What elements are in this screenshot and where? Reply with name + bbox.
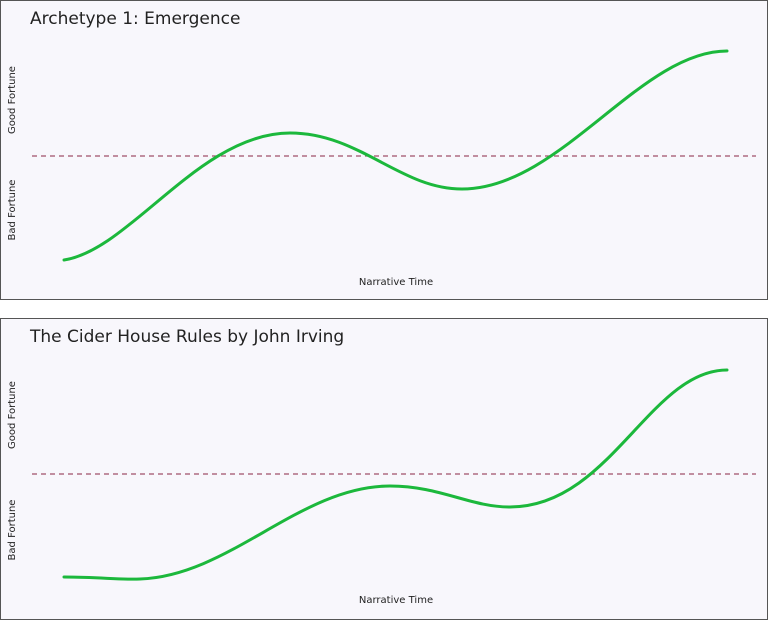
panel-frame [0, 0, 768, 300]
fortune-curve [62, 368, 729, 581]
y-bottom-label: Bad Fortune [7, 180, 18, 241]
panel-frame [0, 318, 768, 620]
y-top-label: Good Fortune [7, 66, 18, 134]
panel-title: The Cider House Rules by John Irving [29, 327, 344, 347]
y-top-label: Good Fortune [7, 381, 18, 449]
x-label: Narrative Time [359, 595, 433, 606]
panel-title: Archetype 1: Emergence [30, 9, 240, 29]
y-bottom-label: Bad Fortune [7, 500, 18, 561]
x-label: Narrative Time [359, 277, 433, 288]
panel: Archetype 1: Emergence Good Fortune Bad … [0, 0, 768, 300]
panel: The Cider House Rules by John Irving Goo… [0, 318, 768, 620]
fortune-curve [62, 49, 729, 262]
